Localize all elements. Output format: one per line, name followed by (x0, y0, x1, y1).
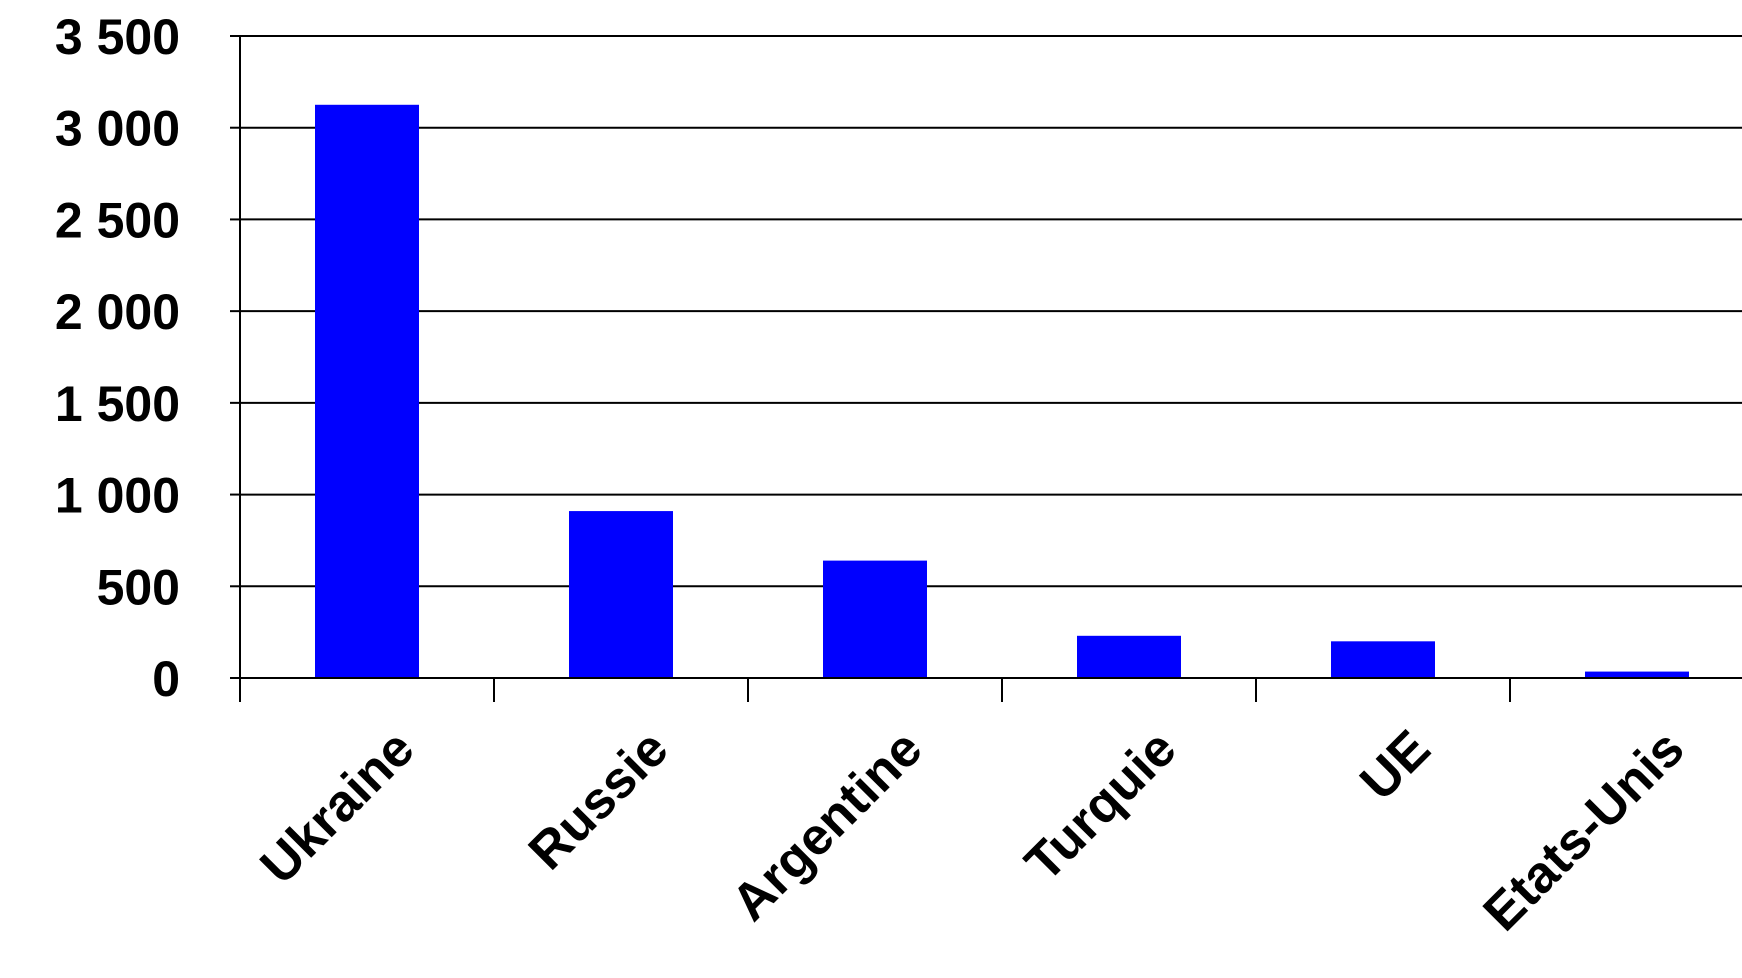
x-category-label: Etats-Unis (1473, 719, 1696, 942)
y-tick-labels: 0 500 1 000 1 500 2 000 2 500 3 000 3 500 (55, 9, 180, 707)
y-tick-label: 1 000 (55, 468, 180, 524)
x-category-labels: Ukraine Russie Argentine Turquie UE Etats-Uni… (250, 719, 1696, 942)
axes (230, 35, 1742, 702)
y-tick-label: 3 000 (55, 101, 180, 157)
y-tick-label: 500 (97, 559, 180, 615)
bar-etats-unis (1585, 671, 1689, 678)
x-category-label: Turquie (1014, 719, 1187, 892)
bars (315, 104, 1689, 679)
bar-ue (1331, 641, 1435, 678)
bar-turquie (1077, 635, 1181, 678)
y-tick-label: 1 500 (55, 376, 180, 432)
x-category-label: UE (1349, 719, 1441, 811)
x-category-label: Russie (518, 719, 680, 881)
x-category-label: Argentine (721, 719, 934, 932)
bar-ukraine (315, 104, 419, 679)
y-tick-label: 2 500 (55, 192, 180, 248)
gridlines (240, 35, 1742, 679)
bar-russie (569, 511, 673, 678)
y-tick-label: 3 500 (55, 9, 180, 65)
bar-argentine (823, 560, 927, 678)
y-tick-label: 0 (152, 651, 180, 707)
x-category-label: Ukraine (250, 719, 426, 895)
y-tick-label: 2 000 (55, 284, 180, 340)
